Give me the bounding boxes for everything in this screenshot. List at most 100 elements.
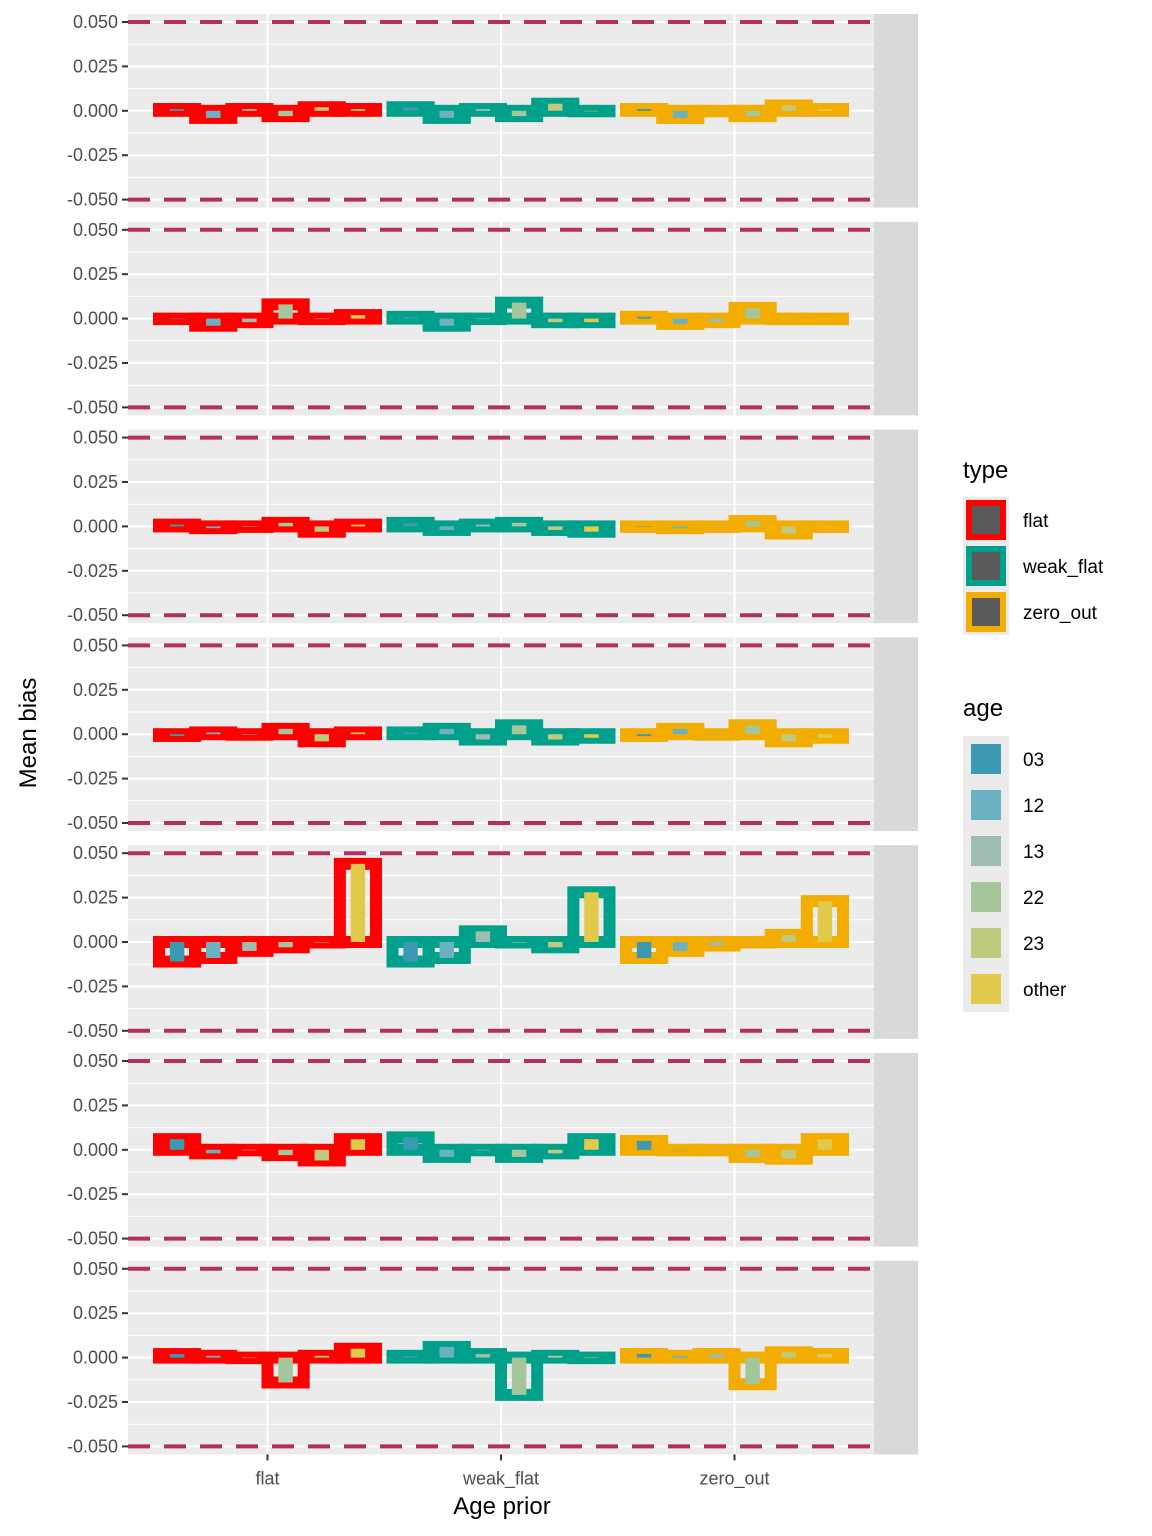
bar-juneau-mainland-weak_flat-22 — [511, 725, 527, 735]
y-tick-label: 0.025 — [73, 680, 118, 700]
legend-title-type: type — [963, 457, 1008, 484]
bar-chilkat-lake-weak_flat-23 — [548, 103, 563, 111]
bar-snettisham-flat-22 — [278, 1149, 293, 1156]
bar-juneau-mainland-flat-12 — [206, 732, 221, 735]
bar-riverstikine-mainstem-zero_out-23 — [781, 1352, 796, 1358]
bar-snettisham-flat-23 — [314, 1149, 329, 1161]
bar-snettisham-zero_out-03 — [636, 1140, 652, 1150]
y-tick-label: 0.025 — [73, 1095, 118, 1115]
legend-key-age-22 — [971, 882, 1001, 912]
facet-strip — [874, 221, 918, 416]
y-tick-label: -0.050 — [67, 813, 118, 833]
bar-chilkat-lake-zero_out-13 — [709, 110, 724, 112]
bar-chilkat-lake-flat-22 — [278, 110, 293, 117]
x-tick-label-zero-out: zero_out — [699, 1468, 769, 1489]
bar-chilkoot-flat-13 — [242, 526, 257, 527]
bar-other-weak_flat-23 — [548, 942, 563, 948]
bar-chilkat-lake-flat-other — [350, 109, 366, 111]
bar-chilkat-mainstem-weak_flat-23 — [548, 318, 563, 323]
bar-chilkat-lake-weak_flat-22 — [511, 110, 527, 117]
bar-other-flat-other — [350, 863, 366, 942]
bar-snettisham-weak_flat-other — [584, 1139, 599, 1150]
bar-riverstikine-mainstem-weak_flat-23 — [548, 1355, 563, 1358]
bar-chilkat-mainstem-zero_out-13 — [709, 318, 724, 323]
bar-juneau-mainland-weak_flat-23 — [548, 734, 563, 740]
bar-chilkat-mainstem-flat-13 — [242, 318, 257, 323]
bar-snettisham-zero_out-23 — [781, 1149, 796, 1159]
bar-chilkoot-flat-03 — [169, 524, 185, 527]
bar-riverstikine-mainstem-flat-03 — [169, 1354, 185, 1358]
bar-other-weak_flat-22 — [511, 942, 527, 943]
bar-chilkat-lake-flat-03 — [169, 109, 185, 111]
bar-chilkat-mainstem-weak_flat-03 — [403, 316, 418, 319]
y-tick-label: 0.025 — [73, 472, 118, 492]
legend-key-age-other — [971, 974, 1001, 1004]
bar-riverstikine-mainstem-flat-23 — [314, 1355, 329, 1358]
y-tick-label: 0.050 — [73, 428, 118, 448]
y-tick-label: 0.000 — [73, 1140, 118, 1160]
bar-riverstikine-mainstem-zero_out-12 — [673, 1355, 688, 1358]
bar-juneau-mainland-flat-03 — [169, 734, 185, 736]
bar-chilkat-mainstem-flat-03 — [169, 318, 185, 320]
bar-other-weak_flat-other — [584, 892, 599, 942]
panel-riverstikine-mainstem: 0.0500.0250.000-0.025-0.050RiverStikine … — [67, 1259, 918, 1456]
bar-snettisham-flat-13 — [242, 1149, 257, 1151]
bar-chilkoot-weak_flat-03 — [403, 522, 418, 527]
bar-juneau-mainland-weak_flat-other — [584, 734, 599, 738]
y-tick-label: -0.050 — [67, 190, 118, 210]
bar-riverstikine-mainstem-flat-13 — [242, 1357, 257, 1359]
bar-other-weak_flat-03 — [403, 942, 418, 962]
bar-riverstikine-mainstem-weak_flat-12 — [439, 1346, 454, 1358]
bar-chilkat-mainstem-zero_out-03 — [636, 316, 652, 319]
bar-chilkat-mainstem-flat-other — [350, 315, 366, 319]
bar-chilkat-lake-zero_out-23 — [781, 105, 796, 111]
y-tick-label: -0.050 — [67, 605, 118, 625]
bar-other-zero_out-other — [817, 901, 833, 942]
y-tick-label: 0.000 — [73, 932, 118, 952]
bar-snettisham-flat-other — [350, 1139, 366, 1150]
bar-chilkoot-weak_flat-22 — [511, 522, 527, 527]
bar-juneau-mainland-weak_flat-12 — [439, 728, 454, 735]
bar-chilkoot-zero_out-03 — [636, 526, 652, 527]
y-tick-label: 0.050 — [73, 1259, 118, 1279]
y-tick-label: 0.000 — [73, 309, 118, 329]
y-tick-label: 0.025 — [73, 264, 118, 284]
y-tick-label: 0.000 — [73, 724, 118, 744]
bar-chilkoot-zero_out-12 — [673, 526, 688, 529]
legend-key-age-13 — [971, 836, 1001, 866]
bar-other-flat-12 — [206, 942, 221, 958]
x-tick-label-flat: flat — [255, 1468, 279, 1488]
bar-chilkoot-weak_flat-other — [584, 526, 599, 532]
bar-chilkat-mainstem-weak_flat-other — [584, 318, 599, 323]
bar-riverstikine-mainstem-weak_flat-03 — [403, 1355, 418, 1358]
bar-chilkoot-weak_flat-12 — [439, 526, 454, 530]
bar-riverstikine-mainstem-zero_out-other — [817, 1354, 833, 1358]
bar-other-flat-23 — [314, 942, 329, 943]
legend-label-age-22: 22 — [1023, 888, 1044, 909]
bar-juneau-mainland-weak_flat-03 — [403, 732, 418, 735]
y-tick-label: 0.050 — [73, 12, 118, 32]
bar-riverstikine-mainstem-weak_flat-22 — [511, 1357, 527, 1395]
bar-other-flat-03 — [169, 942, 185, 962]
bar-other-zero_out-22 — [745, 942, 760, 943]
bar-snettisham-weak_flat-22 — [511, 1149, 527, 1157]
bar-chilkat-lake-flat-13 — [242, 109, 257, 111]
x-axis: flat weak_flat zero_out — [255, 1454, 770, 1489]
y-tick-label: 0.050 — [73, 220, 118, 240]
bar-chilkoot-flat-23 — [314, 526, 329, 532]
bar-chilkat-lake-weak_flat-13 — [475, 109, 491, 111]
legend-key-flat — [966, 500, 1006, 540]
bar-riverstikine-mainstem-flat-22 — [278, 1357, 293, 1383]
y-tick-label: 0.025 — [73, 56, 118, 76]
facet-strip — [874, 1260, 918, 1455]
bar-other-flat-22 — [278, 942, 293, 948]
legend-label-weak-flat: weak_flat — [1022, 557, 1104, 578]
legend-label-flat: flat — [1023, 511, 1049, 532]
facet-strip — [874, 429, 918, 624]
y-tick-label: -0.025 — [67, 1392, 118, 1412]
